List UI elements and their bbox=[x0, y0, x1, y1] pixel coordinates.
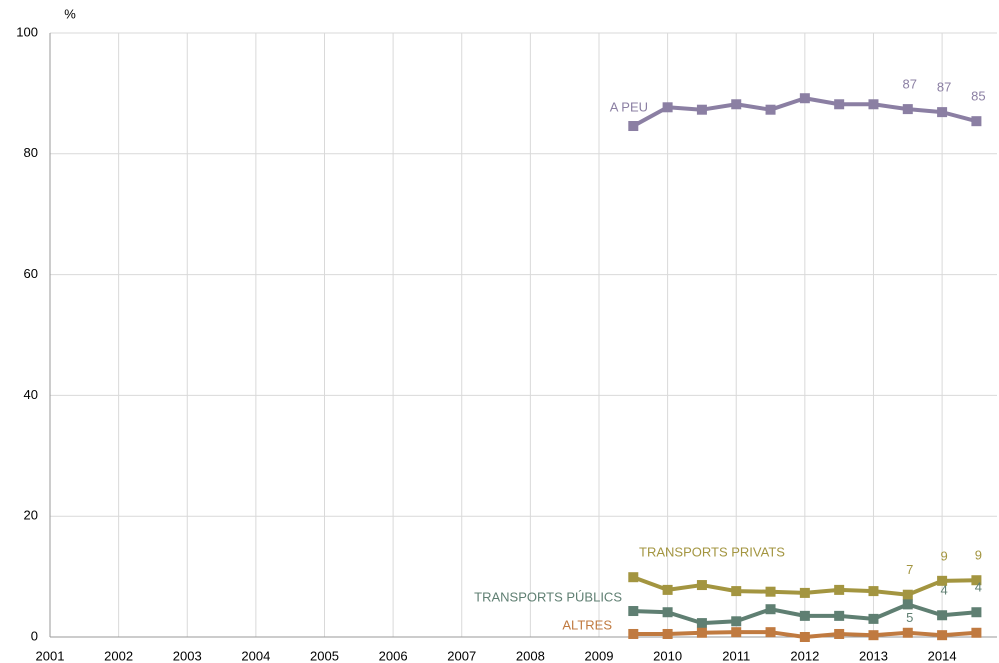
x-tick-label: 2010 bbox=[653, 648, 682, 663]
x-tick-label: 2006 bbox=[379, 648, 408, 663]
y-tick-label: 80 bbox=[24, 145, 38, 160]
point-marker bbox=[662, 607, 673, 618]
data-label: 9 bbox=[975, 548, 982, 563]
point-marker bbox=[902, 599, 913, 610]
point-marker bbox=[937, 107, 948, 118]
x-tick-label: 2005 bbox=[310, 648, 339, 663]
point-marker bbox=[731, 586, 742, 597]
series-label: A PEU bbox=[610, 99, 648, 114]
point-marker bbox=[971, 627, 982, 638]
data-label: 4 bbox=[940, 583, 947, 598]
point-marker bbox=[799, 93, 810, 104]
data-label: 5 bbox=[906, 610, 913, 625]
series-label: TRANSPORTS PÚBLICS bbox=[474, 589, 622, 604]
point-marker bbox=[696, 627, 707, 638]
point-marker bbox=[868, 99, 879, 110]
point-marker bbox=[902, 627, 913, 638]
point-marker bbox=[628, 572, 639, 583]
y-tick-label: 20 bbox=[24, 508, 38, 523]
point-marker bbox=[937, 575, 948, 586]
point-marker bbox=[971, 607, 982, 618]
point-marker bbox=[799, 632, 810, 642]
y-tick-label: 0 bbox=[31, 628, 38, 643]
point-marker bbox=[731, 627, 742, 638]
point-marker bbox=[937, 630, 948, 641]
point-marker bbox=[834, 628, 845, 639]
point-marker bbox=[971, 575, 982, 586]
data-label: 87 bbox=[903, 77, 917, 92]
point-marker bbox=[765, 604, 776, 615]
series-label: TRANSPORTS PRIVATS bbox=[639, 545, 785, 560]
point-marker bbox=[868, 630, 879, 641]
point-marker bbox=[696, 104, 707, 115]
x-tick-label: 2002 bbox=[104, 648, 133, 663]
data-label: 7 bbox=[906, 562, 913, 577]
y-tick-label: 40 bbox=[24, 387, 38, 402]
x-tick-label: 2003 bbox=[173, 648, 202, 663]
point-marker bbox=[662, 102, 673, 113]
x-tick-label: 2008 bbox=[516, 648, 545, 663]
point-marker bbox=[937, 610, 948, 621]
point-marker bbox=[868, 586, 879, 597]
point-marker bbox=[662, 628, 673, 639]
point-marker bbox=[765, 104, 776, 115]
point-marker bbox=[628, 121, 639, 132]
point-marker bbox=[834, 99, 845, 110]
x-tick-label: 2004 bbox=[241, 648, 270, 663]
point-marker bbox=[731, 99, 742, 110]
x-tick-label: 2011 bbox=[722, 648, 750, 663]
data-label: 9 bbox=[940, 548, 947, 563]
point-marker bbox=[902, 104, 913, 115]
point-marker bbox=[834, 584, 845, 595]
point-marker bbox=[971, 116, 982, 127]
point-marker bbox=[628, 628, 639, 639]
point-marker bbox=[696, 618, 707, 629]
point-marker bbox=[628, 606, 639, 617]
point-marker bbox=[902, 589, 913, 600]
x-tick-label: 2013 bbox=[859, 648, 888, 663]
point-marker bbox=[799, 610, 810, 621]
data-label: 85 bbox=[971, 89, 985, 104]
x-tick-label: 2012 bbox=[790, 648, 819, 663]
y-axis-label: % bbox=[64, 6, 76, 21]
series-label: ALTRES bbox=[562, 617, 612, 632]
point-marker bbox=[834, 610, 845, 621]
y-tick-label: 100 bbox=[16, 24, 38, 39]
y-tick-label: 60 bbox=[24, 266, 38, 281]
data-label: 87 bbox=[937, 80, 951, 95]
point-marker bbox=[799, 587, 810, 598]
point-marker bbox=[662, 584, 673, 595]
data-label: 4 bbox=[975, 580, 982, 595]
point-marker bbox=[765, 586, 776, 597]
x-tick-label: 2007 bbox=[447, 648, 476, 663]
point-marker bbox=[765, 627, 776, 638]
x-tick-label: 2009 bbox=[585, 648, 614, 663]
point-marker bbox=[868, 613, 879, 624]
x-tick-label: 2001 bbox=[36, 648, 65, 663]
point-marker bbox=[696, 580, 707, 591]
x-tick-label: 2014 bbox=[928, 648, 957, 663]
point-marker bbox=[731, 616, 742, 627]
